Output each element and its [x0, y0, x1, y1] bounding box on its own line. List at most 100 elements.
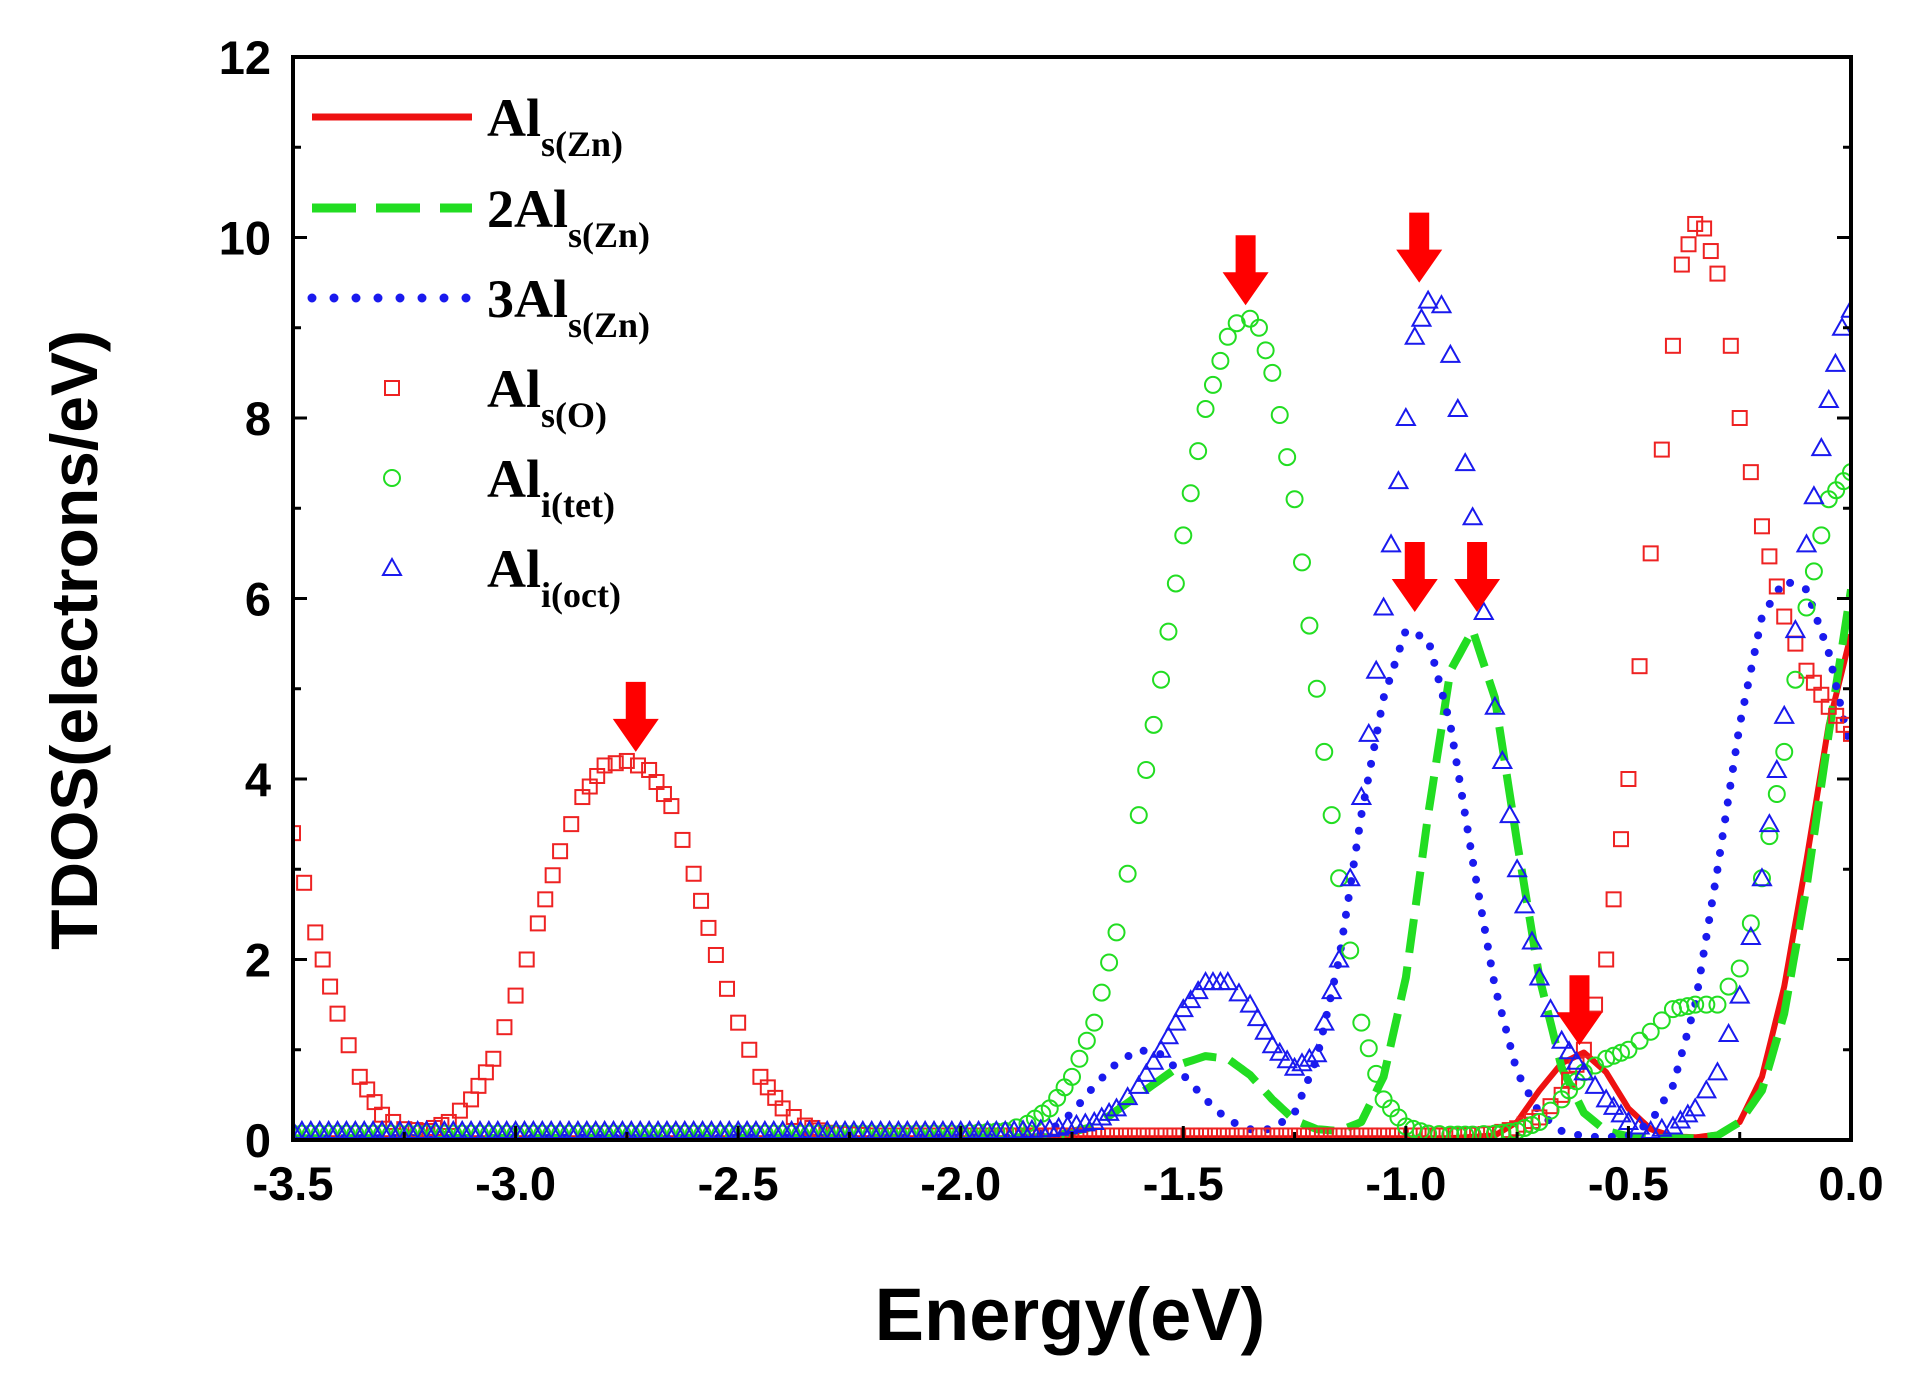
data-point — [1558, 1040, 1580, 1060]
data-point — [1350, 786, 1373, 806]
series-layer — [293, 215, 1851, 1140]
data-point — [1673, 256, 1690, 273]
data-point — [746, 1124, 765, 1140]
data-point — [485, 1050, 502, 1067]
data-point — [293, 1124, 302, 1140]
data-point — [1528, 966, 1551, 986]
data-point — [1291, 1052, 1313, 1072]
legend-item: Als(O) — [384, 359, 607, 435]
data-point — [1264, 1127, 1281, 1140]
data-point — [1380, 1127, 1397, 1140]
data-point — [711, 1124, 730, 1140]
data-point — [1454, 452, 1476, 472]
data-point — [1107, 923, 1126, 942]
data-point — [640, 1124, 659, 1140]
legend-label-sub: s(O) — [541, 395, 607, 435]
legend-marker — [384, 380, 400, 396]
data-point — [568, 1124, 587, 1140]
y-tick-label: 8 — [245, 392, 271, 445]
legend-item: Ali(tet) — [383, 449, 615, 525]
data-point — [1256, 341, 1275, 360]
data-point — [1404, 325, 1426, 345]
data-point — [551, 1124, 570, 1140]
data-point — [1104, 1127, 1121, 1140]
data-point — [1341, 941, 1360, 960]
data-point — [1112, 1127, 1129, 1140]
data-point — [1372, 596, 1395, 616]
data-point — [1023, 1127, 1040, 1140]
data-point — [1664, 337, 1681, 354]
legend-label-main: Al — [487, 539, 541, 599]
legend-label-main: Al — [487, 449, 541, 509]
data-point — [1742, 464, 1759, 481]
data-point — [1339, 867, 1361, 887]
data-point — [296, 874, 313, 891]
y-tick-label: 6 — [245, 573, 271, 626]
data-point — [693, 1124, 712, 1140]
data-point — [1684, 1097, 1706, 1117]
data-point — [1430, 294, 1453, 314]
data-point — [1439, 343, 1462, 363]
data-point — [1605, 891, 1622, 908]
y-tick-label: 10 — [219, 212, 271, 265]
data-point — [1766, 758, 1788, 778]
data-point — [1687, 215, 1704, 232]
legend-marker — [383, 469, 401, 487]
data-point — [1218, 327, 1237, 346]
data-point — [563, 816, 580, 833]
data-point — [729, 1124, 748, 1140]
data-point — [1410, 307, 1433, 327]
x-tick-label: -1.5 — [1143, 1157, 1224, 1210]
data-point — [898, 1124, 917, 1140]
data-point — [1166, 574, 1185, 593]
data-point — [835, 1124, 854, 1140]
x-axis-title: Energy(eV) — [875, 1273, 1266, 1356]
data-point — [1196, 399, 1215, 418]
data-point — [1228, 982, 1250, 1002]
y-tick-label: 4 — [245, 753, 271, 806]
data-point — [622, 1124, 641, 1140]
data-point — [1441, 1125, 1460, 1140]
legend-label-sub: s(Zn) — [541, 124, 623, 164]
data-point — [764, 1124, 783, 1140]
data-point — [818, 1124, 837, 1140]
data-point — [1189, 442, 1208, 461]
data-point — [1187, 980, 1209, 1000]
data-point — [933, 1124, 952, 1140]
data-point — [1362, 1127, 1379, 1140]
data-point — [1417, 289, 1439, 309]
data-point — [596, 757, 613, 774]
legend-label: 2Als(Zn) — [487, 179, 650, 255]
data-point — [1595, 1088, 1617, 1108]
data-point — [1352, 1013, 1371, 1032]
data-point — [1157, 1025, 1180, 1045]
legend-label: Ali(oct) — [487, 539, 621, 615]
data-point — [1152, 670, 1171, 689]
data-point — [1521, 930, 1543, 950]
data-point — [1474, 1125, 1493, 1140]
data-point — [1358, 722, 1380, 742]
data-point — [470, 1077, 487, 1094]
data-point — [1255, 1127, 1272, 1140]
data-point — [1179, 989, 1202, 1009]
data-point — [1249, 318, 1268, 337]
data-point — [1322, 806, 1341, 825]
data-point — [1130, 1127, 1147, 1140]
data-point — [1448, 1125, 1467, 1140]
data-point — [1157, 1127, 1174, 1140]
legend-label-sub: i(oct) — [541, 575, 621, 615]
data-point — [1388, 1127, 1405, 1140]
x-tick-label: 0.0 — [1818, 1157, 1883, 1210]
data-point — [1602, 1095, 1625, 1115]
data-point — [1128, 1074, 1150, 1094]
data-point — [1174, 526, 1193, 545]
data-point — [1702, 243, 1719, 260]
data-point — [1730, 959, 1749, 978]
data-point — [1652, 1011, 1671, 1030]
data-point — [1278, 448, 1297, 467]
data-point — [1090, 1106, 1113, 1126]
data-point — [1784, 619, 1807, 639]
data-point — [663, 798, 680, 815]
data-point — [1063, 1067, 1081, 1086]
